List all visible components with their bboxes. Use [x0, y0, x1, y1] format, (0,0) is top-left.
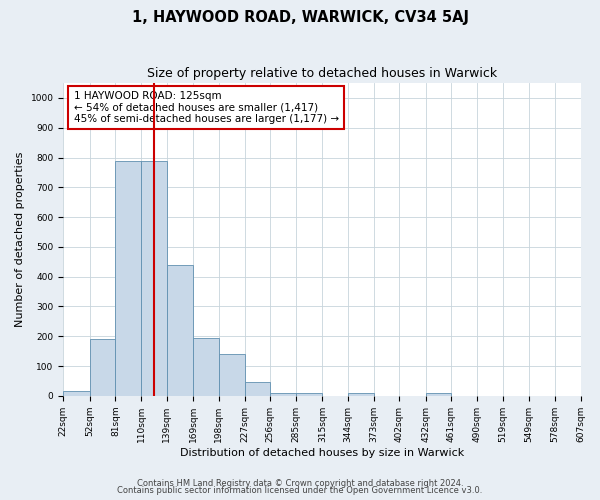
- Text: Contains public sector information licensed under the Open Government Licence v3: Contains public sector information licen…: [118, 486, 482, 495]
- Bar: [348, 393, 374, 396]
- Text: Contains HM Land Registry data © Crown copyright and database right 2024.: Contains HM Land Registry data © Crown c…: [137, 478, 463, 488]
- Bar: [426, 393, 451, 396]
- Text: 1, HAYWOOD ROAD, WARWICK, CV34 5AJ: 1, HAYWOOD ROAD, WARWICK, CV34 5AJ: [131, 10, 469, 25]
- Bar: [270, 393, 296, 396]
- Bar: [245, 382, 270, 396]
- Bar: [141, 160, 167, 396]
- Title: Size of property relative to detached houses in Warwick: Size of property relative to detached ho…: [147, 68, 497, 80]
- Text: 1 HAYWOOD ROAD: 125sqm
← 54% of detached houses are smaller (1,417)
45% of semi-: 1 HAYWOOD ROAD: 125sqm ← 54% of detached…: [74, 91, 339, 124]
- Bar: [90, 339, 115, 396]
- Bar: [167, 265, 193, 396]
- Bar: [193, 338, 219, 396]
- Bar: [63, 392, 90, 396]
- X-axis label: Distribution of detached houses by size in Warwick: Distribution of detached houses by size …: [180, 448, 464, 458]
- Bar: [115, 160, 141, 396]
- Bar: [296, 393, 322, 396]
- Bar: [219, 354, 245, 396]
- Y-axis label: Number of detached properties: Number of detached properties: [15, 152, 25, 327]
